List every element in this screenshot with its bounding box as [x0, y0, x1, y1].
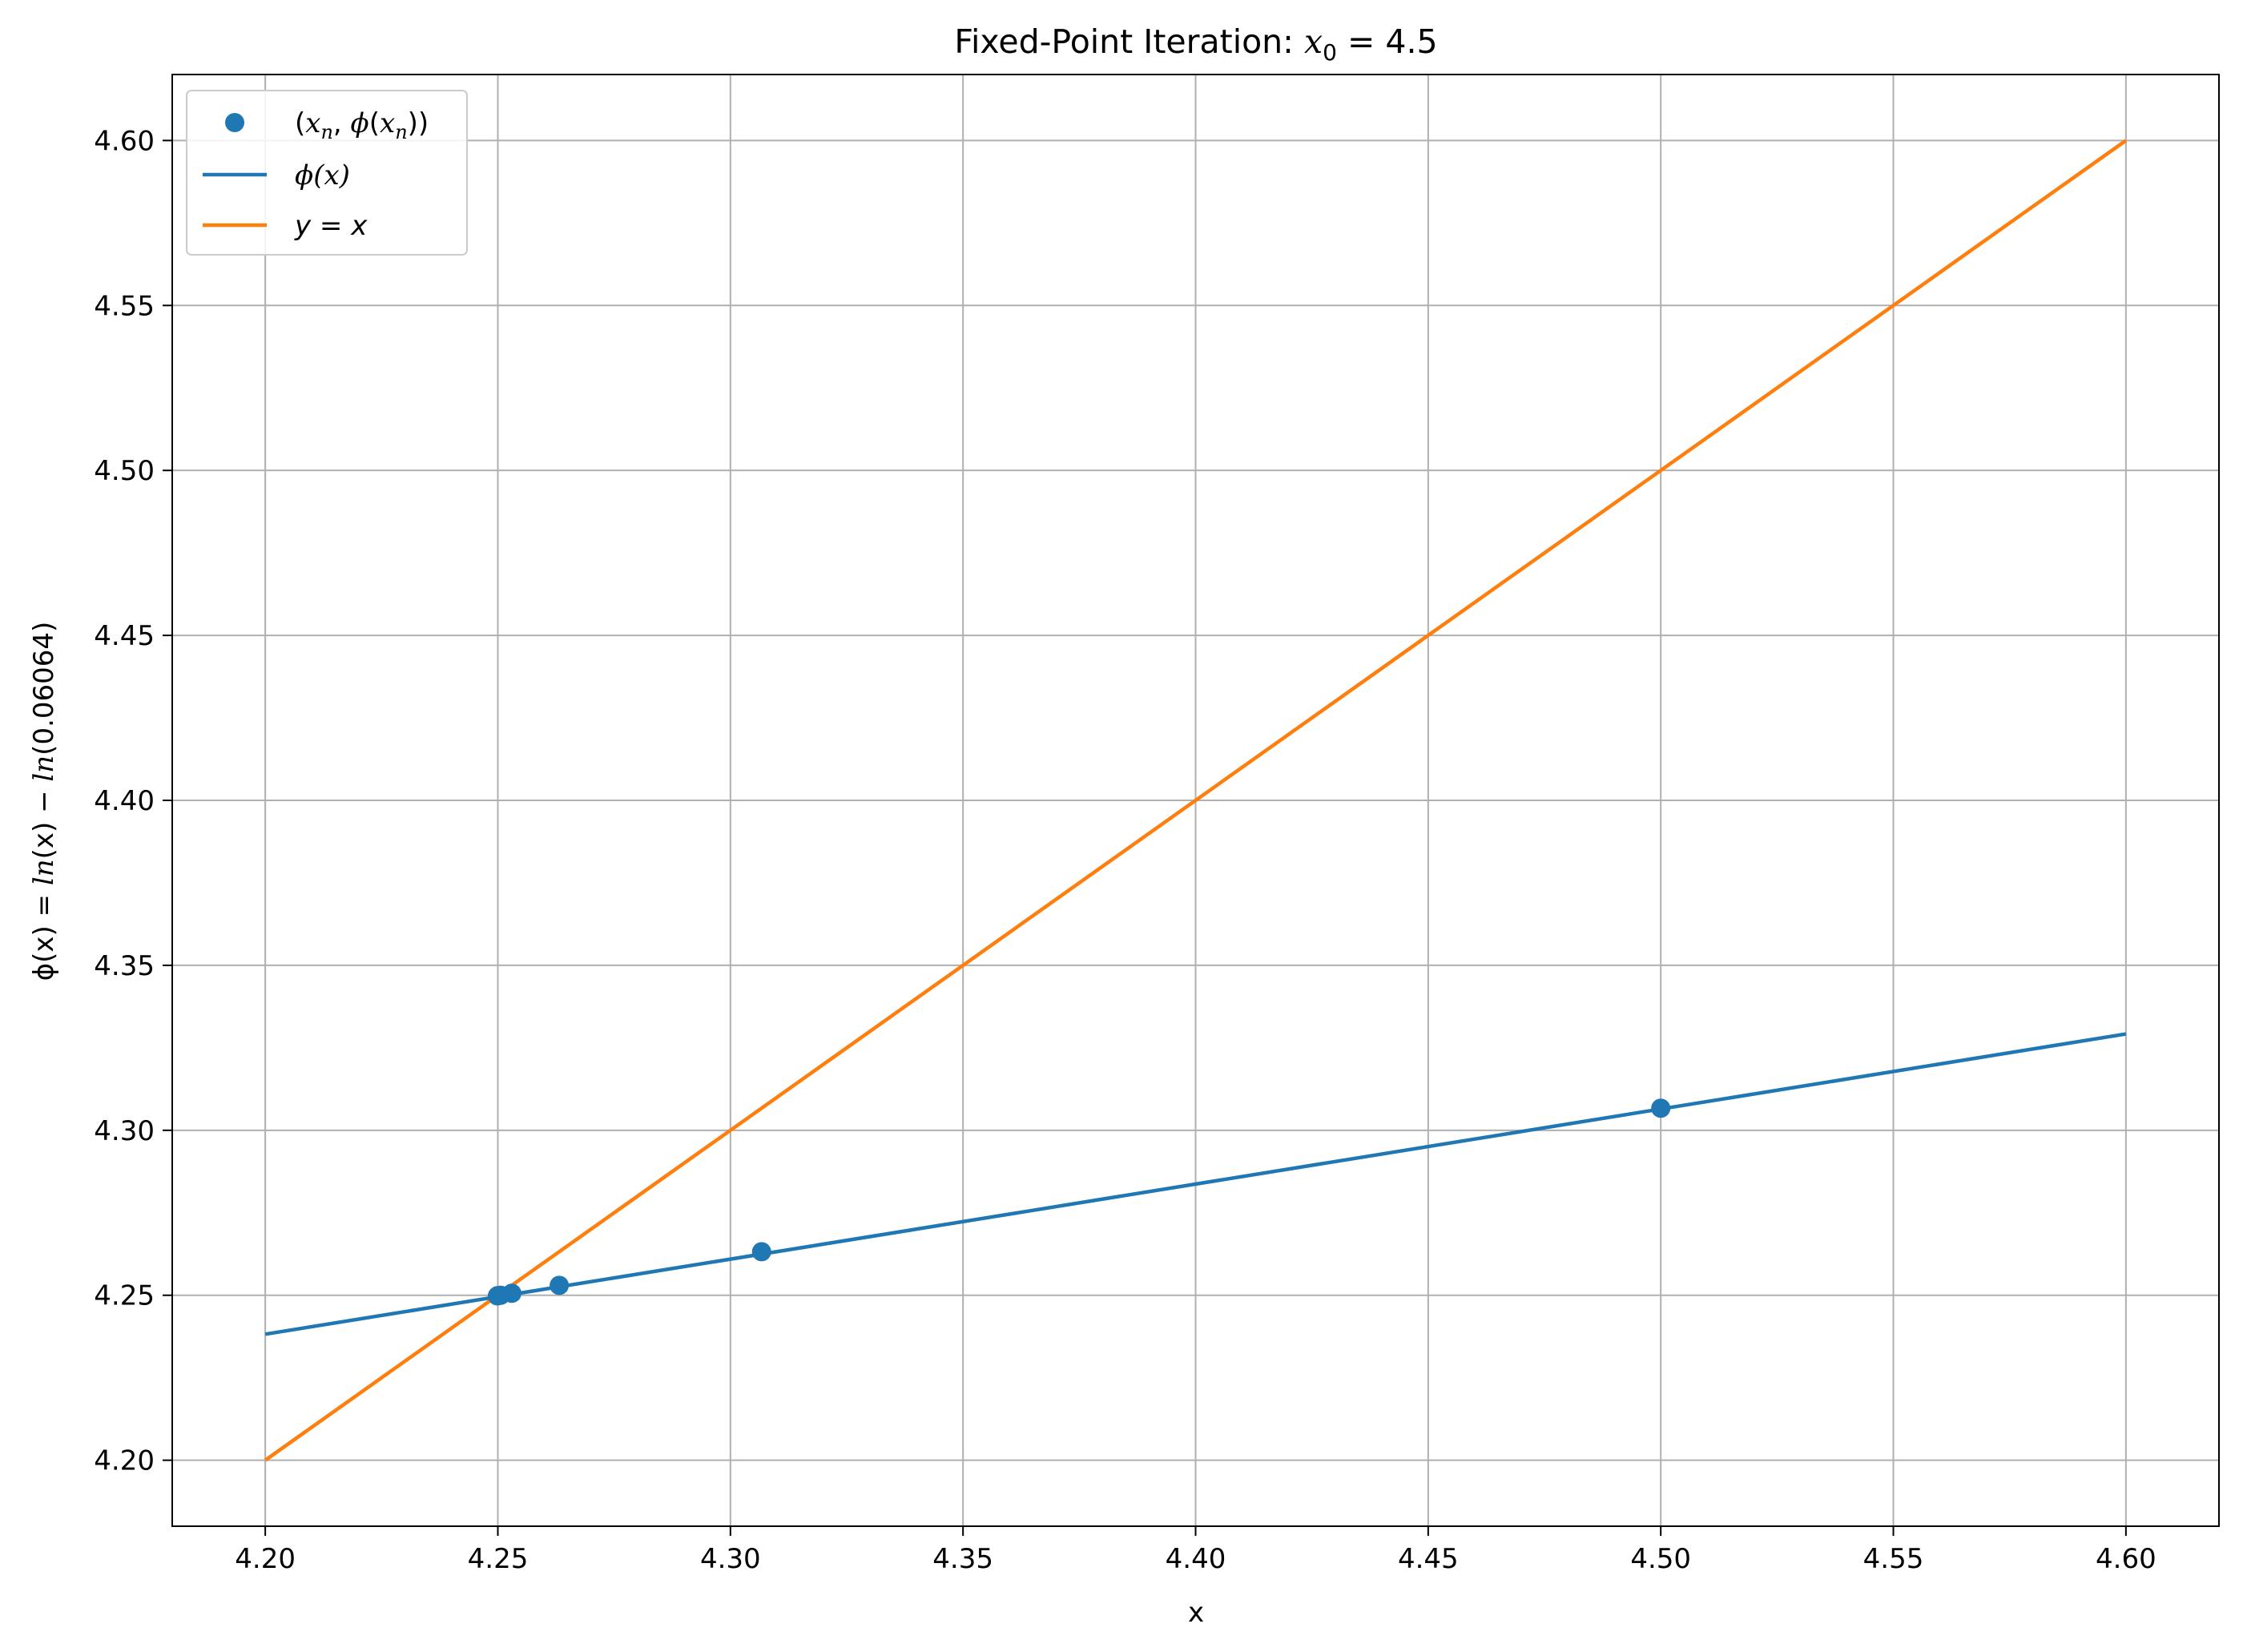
legend-marker-points — [225, 113, 244, 132]
x-tick-label-5: 4.45 — [1398, 1543, 1459, 1575]
y-tick-label-7: 4.55 — [94, 290, 155, 322]
x-tick-label-2: 4.30 — [700, 1543, 761, 1575]
iteration-points — [487, 1098, 1671, 1306]
x-tick-label-4: 4.40 — [1166, 1543, 1226, 1575]
y-tick-label-5: 4.45 — [94, 620, 155, 652]
legend-label-points: (xn, ϕ(xn)) — [295, 107, 429, 143]
iteration-point-6 — [487, 1286, 507, 1306]
legend-label-phi: ϕ(x) — [295, 159, 350, 191]
y-tick-label-8: 4.60 — [94, 125, 155, 157]
y-tick-group: 4.20 4.25 4.30 4.35 4.40 4.45 4.50 4.55 4.60 — [94, 125, 172, 1477]
phi-line — [264, 1032, 2127, 1336]
legend: (xn, ϕ(xn)) ϕ(x) y = x — [186, 90, 468, 256]
y-tick-label-0: 4.20 — [94, 1445, 155, 1477]
identity-line — [264, 139, 2128, 1462]
x-axis-label: x — [1188, 1597, 1204, 1629]
x-tick-label-7: 4.55 — [1863, 1543, 1924, 1575]
y-tick-label-2: 4.30 — [94, 1115, 155, 1147]
y-tick-label-4: 4.40 — [94, 785, 155, 817]
x-tick-group: 4.20 4.25 4.30 4.35 4.40 4.45 4.50 4.55 4.60 — [235, 1526, 2156, 1575]
series-layer — [264, 139, 2128, 1462]
x-tick-label-0: 4.20 — [235, 1543, 296, 1575]
iteration-point-2 — [550, 1275, 570, 1295]
legend-box — [186, 90, 468, 256]
iteration-point-0 — [1651, 1098, 1671, 1118]
y-tick-label-1: 4.25 — [94, 1280, 155, 1312]
x-tick-label-3: 4.35 — [932, 1543, 993, 1575]
y-tick-label-6: 4.50 — [94, 455, 155, 487]
x-tick-label-8: 4.60 — [2096, 1543, 2156, 1575]
chart-title: Fixed-Point Iteration: x0 = 4.5 — [954, 22, 1437, 66]
y-tick-label-3: 4.35 — [94, 950, 155, 982]
y-axis-label: ϕ(x) = ln(x) − ln(0.06064) — [28, 622, 60, 981]
x-tick-label-6: 4.50 — [1630, 1543, 1691, 1575]
x-tick-label-1: 4.25 — [468, 1543, 529, 1575]
iteration-point-1 — [751, 1242, 771, 1262]
legend-label-identity: y = x — [294, 210, 368, 242]
